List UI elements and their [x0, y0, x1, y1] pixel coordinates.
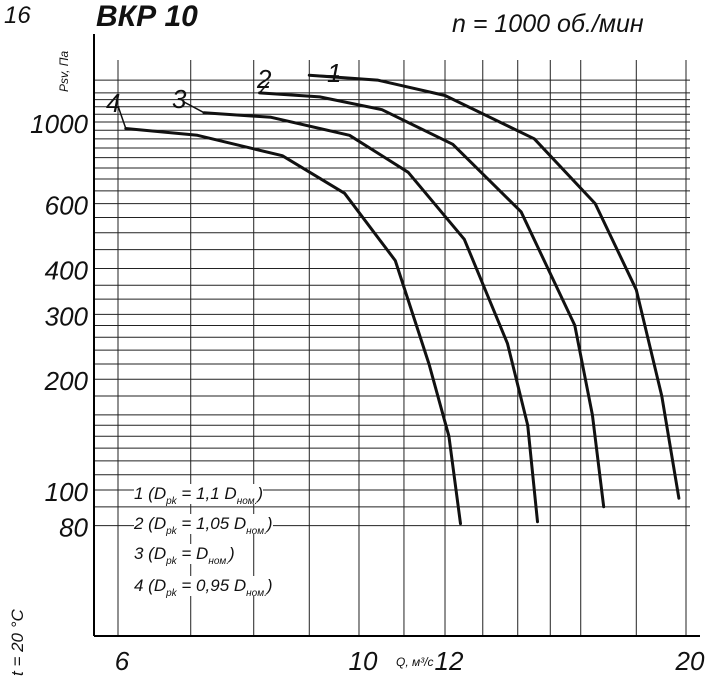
legend-subscript: pk — [166, 556, 177, 567]
series-label-4: 4 — [106, 88, 120, 118]
legend-entry: 1 (Dpk = 1,1 Dном.) — [134, 484, 264, 507]
series-label-2: 2 — [256, 64, 272, 94]
legend-text: 4 (D — [134, 576, 167, 595]
y-tick-label: 1000 — [30, 109, 88, 139]
legend-subscript: ном. — [246, 588, 267, 599]
legend-text: = 1,05 D — [176, 514, 247, 533]
series-label-3: 3 — [172, 84, 187, 114]
chart-title: ВКР 10 — [96, 0, 198, 33]
legend-text: ) — [266, 576, 273, 595]
y-tick-label: 400 — [45, 255, 89, 285]
series-label-leader — [259, 81, 270, 94]
y-tick-label: 600 — [45, 191, 89, 221]
legend-subscript: ном. — [208, 556, 230, 567]
legend-text: = 1,1 D — [176, 484, 237, 503]
temperature-label: t = 20 °C — [8, 609, 27, 676]
y-tick-label: 80 — [59, 513, 88, 543]
legend-entry: 4 (Dpk = 0,95 Dном.) — [134, 576, 273, 599]
legend-subscript: pk — [166, 526, 177, 537]
legend-text: = 0,95 D — [176, 576, 247, 595]
legend-text: ) — [266, 514, 273, 533]
chart-subtitle: n = 1000 об./мин — [452, 10, 644, 38]
series-label-leader — [183, 101, 205, 114]
legend-text: 2 (D — [134, 514, 167, 533]
legend-subscript: pk — [166, 588, 177, 599]
x-tick-label: 6 — [115, 646, 130, 675]
x-tick-label: 20 — [675, 646, 705, 675]
series-line-4 — [124, 127, 462, 526]
legend-text: ) — [229, 544, 235, 563]
y-tick-label: 200 — [44, 366, 89, 396]
legend-entry: 2 (Dpk = 1,05 Dном.) — [134, 514, 273, 537]
series-label-leader — [117, 105, 127, 129]
legend-text: ) — [257, 484, 264, 503]
legend-entry: 3 (Dpk = Dном.) — [134, 544, 235, 567]
y-tick-label: 300 — [45, 301, 89, 331]
x-tick-label: 10 — [349, 646, 378, 675]
x-axis-label: Q, м³/с — [396, 655, 434, 669]
legend-text: 1 (D — [134, 484, 167, 503]
corner-number: 16 — [4, 2, 31, 29]
series-line-1 — [307, 73, 681, 500]
series-line-3 — [202, 111, 539, 524]
legend-subscript: pk — [166, 496, 177, 507]
legend-text: 3 (D — [134, 544, 167, 563]
y-tick-label: 100 — [45, 477, 89, 507]
series-line-2 — [258, 91, 606, 509]
series-label-leader — [309, 74, 340, 77]
legend-subscript: ном. — [246, 526, 267, 537]
y-axis-label: Psv, Па — [57, 51, 71, 92]
legend-text: = D — [176, 544, 209, 563]
series-label-1: 1 — [327, 58, 341, 88]
x-tick-label: 12 — [435, 646, 464, 675]
legend-subscript: ном. — [236, 496, 258, 507]
